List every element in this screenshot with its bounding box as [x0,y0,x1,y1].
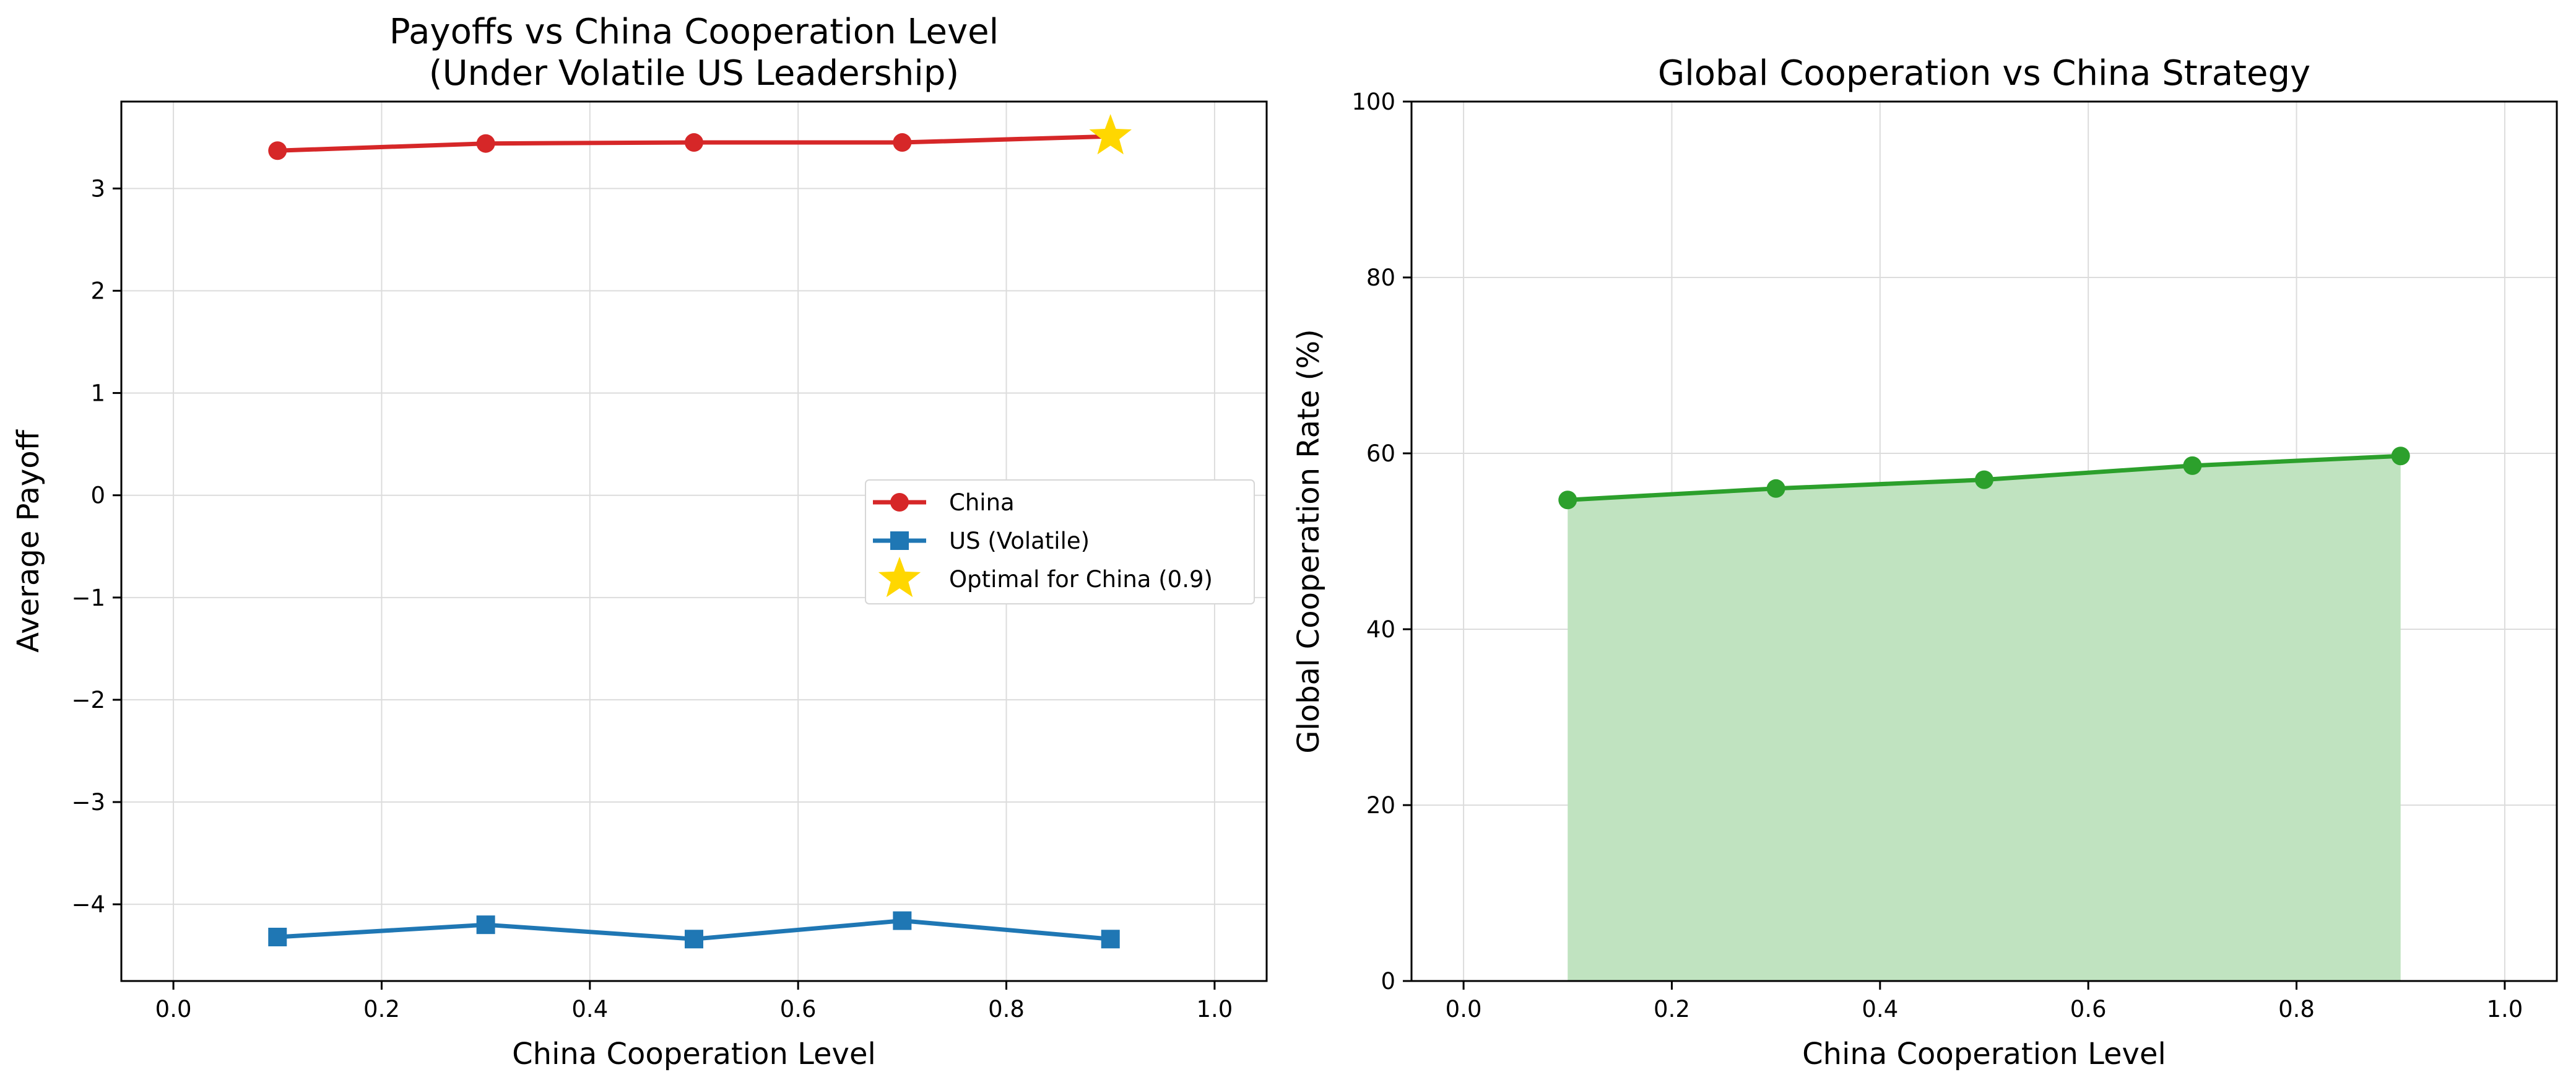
legend-entry: China [873,489,1015,516]
data-point [685,930,703,949]
chart-title: Payoffs vs China Cooperation Level [389,12,999,52]
y-tick-label: 20 [1366,792,1395,819]
x-tick-label: 0.4 [571,996,608,1022]
y-tick-label: 1 [90,380,105,407]
x-tick-label: 0.0 [1446,996,1482,1022]
x-tick-label: 1.0 [1196,996,1233,1022]
legend-label: US (Volatile) [949,528,1090,554]
data-point [1975,470,1993,489]
data-point [1101,930,1120,949]
plot-frame [1410,100,2558,982]
data-point [476,134,495,153]
data-point [685,133,703,152]
y-tick-label: 60 [1366,440,1395,467]
x-tick-label: 0.0 [155,996,192,1022]
x-tick-label: 0.6 [2070,996,2107,1022]
x-tick-label: 1.0 [2486,996,2523,1022]
legend-label: Optimal for China (0.9) [949,566,1213,593]
y-tick-label: 3 [90,175,105,202]
chart-cooperation: 0.0 0.2 0.4 0.6 0.8 1.0 0 20 40 60 80 100 China Coop… [1291,53,2558,1071]
data-point [2183,456,2202,475]
chart-payoff: 0.0 0.2 0.4 0.6 0.8 1.0 −4 −3 −2 −1 0 1 2 3 China Coop… [11,12,1268,1071]
legend-entry: Optimal for China (0.9) [878,557,1213,598]
y-tick-label: −2 [71,687,105,713]
data-point [2391,447,2410,466]
y-axis-label: Average Payoff [11,429,46,652]
x-tick-label: 0.8 [2278,996,2315,1022]
data-point [1558,490,1577,510]
data-point [893,911,912,930]
y-tick-label: 100 [1351,89,1395,115]
x-axis: 0.0 0.2 0.4 0.6 0.8 1.0 [1446,981,2523,1022]
y-axis: −4 −3 −2 −1 0 1 2 3 [71,175,121,918]
area-fill [1568,456,2401,981]
legend-marker [890,493,909,512]
data-point [476,915,495,935]
data-point [268,141,287,160]
legend-box [865,479,1255,604]
chart-title: Global Cooperation vs China Strategy [1658,53,2310,94]
y-tick-label: −1 [71,585,105,611]
legend: China US (Volatile) Optimal for China (0.9… [865,479,1255,604]
y-tick-label: 0 [90,482,105,509]
x-tick-label: 0.8 [988,996,1025,1022]
optimal-star [1089,114,1132,155]
legend-entry: US (Volatile) [873,528,1090,554]
series-global-cooperation [1558,447,2410,510]
y-tick-label: 2 [90,277,105,304]
y-tick-label: −4 [71,891,105,918]
plot-frame [120,100,1268,982]
y-tick-label: 40 [1366,616,1395,643]
y-tick-label: −3 [71,789,105,816]
data-point [893,133,912,152]
x-tick-label: 0.4 [1862,996,1898,1022]
y-tick-label: 80 [1366,264,1395,291]
x-tick-label: 0.2 [1654,996,1690,1022]
series-us-volatile [268,911,1120,949]
y-axis: 0 20 40 60 80 100 [1351,89,1412,995]
legend-label: China [949,489,1015,516]
series-china [268,127,1120,160]
legend-marker [890,531,909,550]
x-axis-label: China Cooperation Level [1802,1037,2166,1071]
x-axis-label: China Cooperation Level [512,1037,876,1071]
x-tick-label: 0.6 [780,996,817,1022]
y-tick-label: 0 [1381,968,1395,995]
y-axis-label: Global Cooperation Rate (%) [1291,329,1326,753]
data-point [1766,479,1785,498]
data-point [268,928,287,946]
x-axis: 0.0 0.2 0.4 0.6 0.8 1.0 [155,981,1233,1022]
legend-marker [878,557,921,598]
x-tick-label: 0.2 [363,996,400,1022]
chart-title: (Under Volatile US Leadership) [429,53,960,94]
